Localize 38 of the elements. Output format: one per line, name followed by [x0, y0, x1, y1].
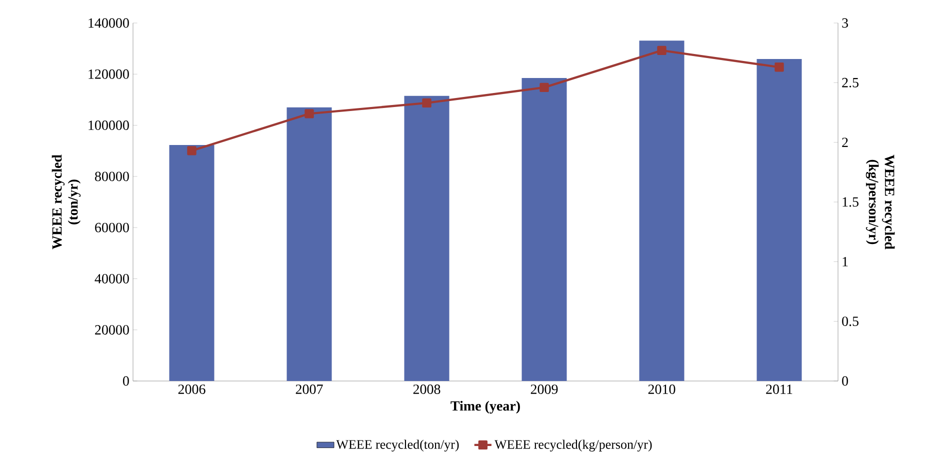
bar	[286, 107, 332, 381]
bar	[404, 96, 450, 381]
legend-label: WEEE recycled(kg/person/yr)	[494, 440, 652, 452]
x-tick-label: 2010	[648, 384, 676, 394]
y-tick-label: 80000	[95, 172, 129, 182]
legend-label: WEEE recycled(ton/yr)	[336, 440, 459, 452]
point	[187, 146, 196, 156]
y2-tick-label: 1.5	[842, 197, 858, 207]
y-tick-label: 20000	[95, 325, 129, 335]
bar	[522, 78, 567, 381]
y-tick-label: 100000	[88, 120, 129, 130]
point	[422, 98, 432, 108]
bar	[639, 40, 684, 381]
bar	[169, 144, 214, 381]
x-tick-label: 2006	[178, 384, 206, 394]
y2-tick-label: 0.5	[842, 316, 858, 326]
x-tick-label: 2009	[530, 384, 558, 394]
bar	[756, 59, 802, 381]
y2-axis-title: WEEE recycled (kg/person/yr)	[866, 154, 895, 250]
x-tick-label: 2008	[413, 384, 440, 394]
y-axis-title: WEEE recycled (ton/yr)	[52, 154, 81, 250]
y2-tick-label: 2.5	[842, 78, 858, 88]
y2-tick-label: 2	[842, 138, 848, 147]
y2-tick-label: 3	[842, 18, 848, 28]
y-tick-label: 0	[123, 376, 129, 386]
y2-tick-label: 0	[842, 376, 848, 386]
y-tick-label: 40000	[94, 274, 129, 284]
y-tick-label: 140000	[88, 18, 129, 28]
point	[774, 62, 784, 72]
x-axis-title: Time (year)	[450, 400, 520, 414]
x-tick-label: 2007	[296, 384, 323, 394]
point	[304, 109, 314, 118]
y-tick-label: 120000	[88, 69, 129, 79]
y-tick-label: 60000	[95, 222, 129, 232]
point	[540, 82, 549, 92]
x-tick-label: 2011	[766, 384, 792, 394]
y2-tick-label: 1	[842, 257, 848, 266]
point	[657, 46, 666, 56]
